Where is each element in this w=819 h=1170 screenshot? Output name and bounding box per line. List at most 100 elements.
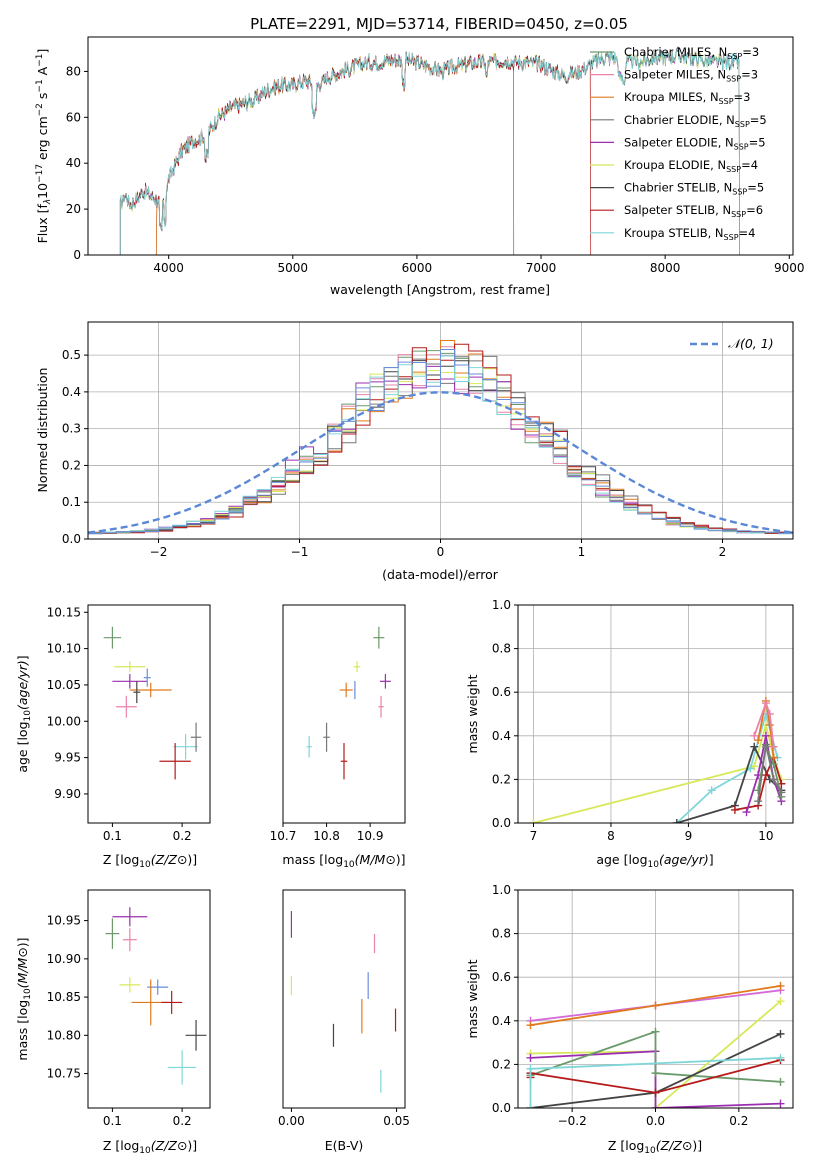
x-axis-label: mass [log10(M/M⊙)] <box>282 852 405 870</box>
plot-area <box>518 890 793 1108</box>
legend-entry: Salpeter MILES, NSSP=3 <box>624 68 758 84</box>
legend-entry: Kroupa ELODIE, NSSP=4 <box>624 158 758 174</box>
data-point-marker <box>754 736 763 745</box>
data-point-marker <box>651 1069 660 1078</box>
tick-label: 0.8 <box>492 927 511 941</box>
chart-age_vs_mass: 10.7 10.8 10.9 mass [log10(M/M⊙)] <box>270 604 406 870</box>
tick-label: 9000 <box>774 261 805 275</box>
legend-entry: 𝒩(0, 1) <box>728 336 774 351</box>
data-point-marker <box>651 1001 660 1010</box>
tick-label: 5000 <box>278 261 309 275</box>
tick-label: 0.0 <box>62 532 81 546</box>
tick-label: 2 <box>719 545 727 559</box>
x-axis-label: wavelength [Angstrom, rest frame] <box>330 282 550 297</box>
tick-label: 4000 <box>153 261 184 275</box>
data-point-marker <box>761 740 770 749</box>
tick-label: 0.05 <box>383 1114 410 1128</box>
mass-weight-line <box>753 700 775 747</box>
mass-weight-line <box>530 1030 781 1083</box>
data-point-marker <box>765 710 774 718</box>
plot-area <box>518 605 793 823</box>
data-point-marker <box>761 771 770 780</box>
normal-curve <box>88 391 793 534</box>
tick-label: 0.2 <box>173 1114 192 1128</box>
data-point-marker <box>526 1104 535 1108</box>
data-point-marker <box>651 1027 660 1036</box>
data-point-marker <box>730 805 739 814</box>
tick-label: 7 <box>530 829 538 843</box>
spectrum-series-line <box>155 53 515 255</box>
tick-label: 0.4 <box>62 385 81 399</box>
data-point-marker <box>750 731 759 740</box>
tick-label: 10.15 <box>47 605 81 619</box>
histogram-series <box>88 349 793 534</box>
data-point-marker <box>754 786 763 795</box>
chart-massweight_vs_age: 7 8 9 10 0.0 0.2 0.4 0.6 0.8 1.0 age [log10(age/yr… <box>465 598 794 870</box>
tick-label: 10.9 <box>357 829 384 843</box>
legend-entry: Salpeter ELODIE, NSSP=5 <box>624 135 766 151</box>
chart-massweight_vs_Z: −0.2 0.0 0.2 0.0 0.2 0.4 0.6 0.8 1.0 Z [log10(Z/Z… <box>465 883 794 1156</box>
chart-residual_hist: −2 −1 0 1 2 0.0 0.1 0.2 0.3 0.4 0.5 𝒩(0, 1) (data-mo… <box>35 321 794 582</box>
tick-label: 7000 <box>526 261 557 275</box>
tick-label: 0.00 <box>278 1114 305 1128</box>
mass-weight-line <box>757 744 783 802</box>
data-point-marker <box>526 1064 535 1073</box>
tick-label: −0.2 <box>558 1114 587 1128</box>
tick-label: 0.1 <box>62 495 81 509</box>
data-point-marker <box>750 742 759 751</box>
tick-label: −2 <box>150 545 168 559</box>
spectrum-series-line <box>119 47 740 255</box>
plot-area <box>306 626 391 780</box>
chart-age_vs_Z: 0.1 0.2 9.90 9.95 10.00 10.05 10.10 10.15 Z [log… <box>15 604 211 870</box>
legend-entry: Salpeter STELIB, NSSP=6 <box>624 203 763 219</box>
tick-label: 10.95 <box>47 914 81 928</box>
x-axis-label: age [log10(age/yr)] <box>596 852 713 870</box>
tick-label: 0.0 <box>492 1101 511 1115</box>
legend-entry: Kroupa STELIB, NSSP=4 <box>624 226 755 242</box>
x-axis-label: Z [log10(Z/Z⊙)] <box>103 1138 197 1156</box>
tick-label: 0.0 <box>646 1114 665 1128</box>
data-point-marker <box>769 775 778 784</box>
data-point-marker <box>754 797 763 806</box>
tick-label: 10.05 <box>47 678 81 692</box>
axes-frame <box>517 604 794 824</box>
y-axis-label: age [log10(age/yr)] <box>15 655 33 772</box>
tick-label: 60 <box>66 110 81 124</box>
tick-label: 0.2 <box>729 1114 748 1128</box>
legend-entry: Kroupa MILES, NSSP=3 <box>624 90 750 106</box>
tick-label: 20 <box>66 202 81 216</box>
tick-label: 8000 <box>650 261 681 275</box>
y-axis-label: Flux [fλ10−17 erg cm−2 s−1 A−1] <box>35 49 53 244</box>
data-point-marker <box>777 788 786 797</box>
tick-label: 10.8 <box>313 829 340 843</box>
chart-mass_vs_EBV: 0.00 0.05 E(B-V) <box>278 889 410 1153</box>
x-axis-label: Z [log10(Z/Z⊙)] <box>103 852 197 870</box>
tick-label: 0.4 <box>492 729 511 743</box>
x-axis-label: Z [log10(Z/Z⊙)] <box>608 1138 702 1156</box>
tick-label: 0.1 <box>103 829 122 843</box>
data-point-marker <box>529 819 538 823</box>
data-point-marker <box>651 1088 660 1097</box>
plot-area <box>103 626 202 780</box>
data-point-marker <box>651 1104 660 1108</box>
legend-entry: Chabrier ELODIE, NSSP=5 <box>624 113 767 129</box>
y-axis-label: mass weight <box>465 959 480 1038</box>
data-point-marker <box>707 786 716 795</box>
tick-label: 8 <box>607 829 615 843</box>
tick-label: 0.5 <box>62 348 81 362</box>
tick-label: 0.2 <box>62 458 81 472</box>
x-axis-label: E(B-V) <box>325 1138 364 1153</box>
legend-entry: Chabrier MILES, NSSP=3 <box>624 45 759 61</box>
data-point-marker <box>769 742 778 751</box>
mass-weight-line <box>530 1050 781 1108</box>
tick-label: 0.6 <box>492 970 511 984</box>
tick-label: 9.95 <box>54 751 81 765</box>
data-point-marker <box>776 1029 785 1038</box>
data-point-marker <box>776 1077 785 1086</box>
tick-label: 0.4 <box>492 1014 511 1028</box>
data-point-marker <box>776 1099 785 1108</box>
tick-label: 10.00 <box>47 714 81 728</box>
data-point-marker <box>742 808 751 817</box>
tick-label: 0.0 <box>492 816 511 830</box>
